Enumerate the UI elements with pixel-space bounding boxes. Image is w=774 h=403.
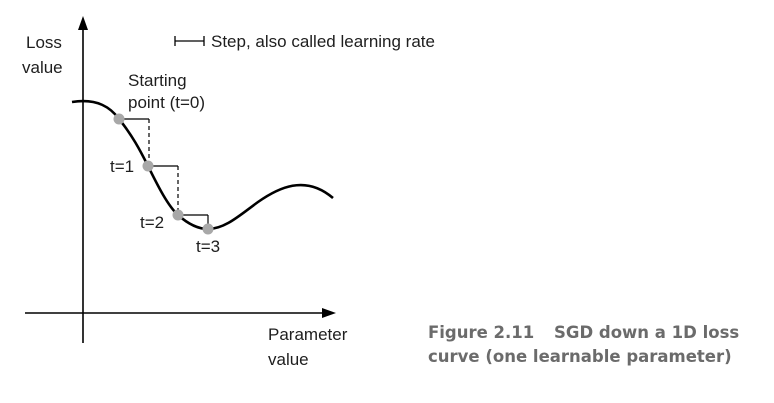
- t3-label: t=3: [196, 237, 220, 256]
- x-axis-label-line2: value: [268, 350, 309, 369]
- y-axis: [78, 16, 88, 343]
- point-t1: [142, 160, 154, 172]
- step-legend-label: Step, also called learning rate: [211, 32, 435, 51]
- x-axis-label-line1: Parameter: [268, 325, 348, 344]
- step-legend-icon: [174, 36, 205, 46]
- point-t3: [202, 223, 214, 235]
- caption-title-start: SGD down a 1D loss: [554, 323, 739, 342]
- caption-line1: Figure 2.11 SGD down a 1D loss: [428, 323, 739, 342]
- point-t0: [113, 113, 125, 125]
- start-point-label-line2: point (t=0): [128, 93, 205, 112]
- point-t2: [172, 209, 184, 221]
- t2-label: t=2: [140, 213, 164, 232]
- t1-label: t=1: [110, 157, 134, 176]
- start-point-label-line1: Starting: [128, 71, 187, 90]
- y-axis-label-line2: value: [22, 58, 63, 77]
- caption-figure-number: Figure 2.11: [428, 323, 534, 342]
- caption-line2: curve (one learnable parameter): [428, 347, 732, 366]
- y-axis-label-line1: Loss: [26, 33, 62, 52]
- x-axis: [25, 308, 336, 318]
